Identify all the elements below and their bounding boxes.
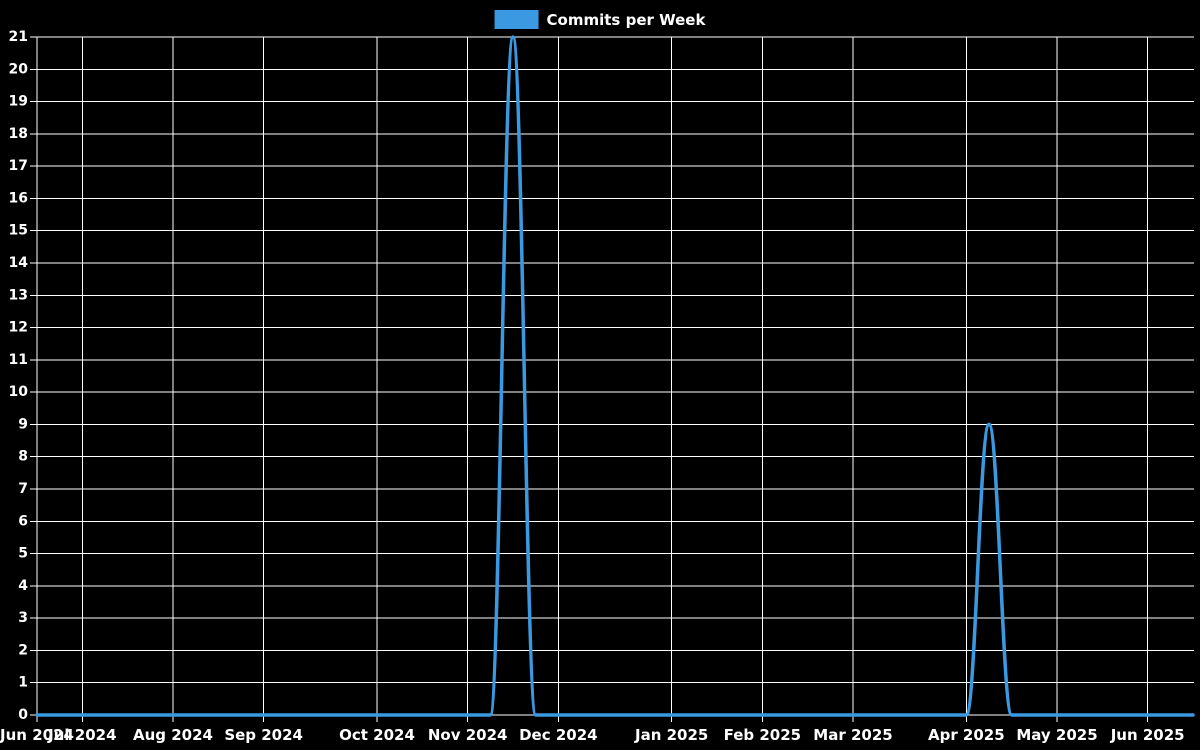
y-axis-label: 19 <box>9 94 28 110</box>
y-axis-label: 20 <box>9 61 29 77</box>
commits-series-line <box>35 35 1195 717</box>
y-axis-label: 5 <box>18 546 28 562</box>
y-axis-label: 17 <box>9 158 28 174</box>
y-axis-label: 12 <box>9 320 28 336</box>
y-axis-label: 0 <box>18 707 28 723</box>
x-axis-label: Sep 2024 <box>224 726 303 744</box>
x-axis-label: May 2025 <box>1016 726 1097 744</box>
y-axis-label: 6 <box>18 513 28 529</box>
x-axis-label: Feb 2025 <box>724 726 802 744</box>
x-axis-label: Oct 2024 <box>339 726 415 744</box>
y-axis-label: 3 <box>18 610 28 626</box>
y-axis-label: 13 <box>9 287 28 303</box>
x-axis-label: Nov 2024 <box>428 726 508 744</box>
y-axis-label: 15 <box>9 223 28 239</box>
y-axis-label: 8 <box>18 449 28 465</box>
y-axis-label: 1 <box>18 675 28 691</box>
y-axis-label: 18 <box>9 126 28 142</box>
y-axis-label: 14 <box>9 255 29 271</box>
legend-label: Commits per Week <box>546 10 706 29</box>
legend-swatch-icon <box>494 10 539 29</box>
y-axis-label: 9 <box>18 416 28 432</box>
legend[interactable]: Commits per Week <box>494 10 706 29</box>
y-axis-label: 10 <box>9 384 29 400</box>
x-axis-label: Apr 2025 <box>928 726 1005 744</box>
y-axis-label: 16 <box>9 190 28 206</box>
x-axis-label: Dec 2024 <box>519 726 598 744</box>
y-axis-label: 7 <box>18 481 28 497</box>
y-axis-label: 4 <box>18 578 28 594</box>
x-axis-label: Aug 2024 <box>133 726 213 744</box>
x-axis-label: Mar 2025 <box>813 726 892 744</box>
x-axis-label: Jun 2024 <box>0 726 74 744</box>
x-axis-label: Jul 2024 <box>47 726 116 744</box>
x-axis-label: Jan 2025 <box>634 726 708 744</box>
y-axis-label: 2 <box>18 642 28 658</box>
y-axis-label: 11 <box>9 352 28 368</box>
y-axis-label: 21 <box>9 29 28 45</box>
x-axis-label: Jun 2025 <box>1110 726 1185 744</box>
